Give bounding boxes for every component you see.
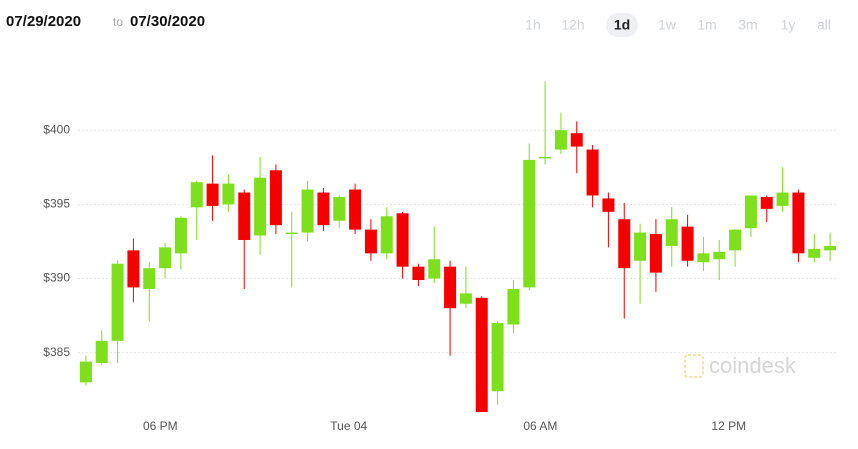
candle-body <box>729 229 742 251</box>
candle-body <box>808 248 821 258</box>
candle-body <box>111 263 124 341</box>
range-button[interactable]: 1y <box>781 17 796 33</box>
candle-body <box>222 183 235 205</box>
range-button[interactable]: 1m <box>697 17 716 33</box>
candle-body <box>792 192 805 254</box>
candle-body <box>665 219 678 246</box>
watermark-text: coindesk <box>709 353 797 378</box>
range-button[interactable]: 3m <box>738 17 757 33</box>
candle-body <box>523 159 536 288</box>
candle-body <box>649 234 662 273</box>
candle-body <box>238 192 251 240</box>
candle-body <box>349 189 362 230</box>
candle-body <box>776 192 789 206</box>
candle-body <box>570 133 583 147</box>
candle-body <box>444 266 457 309</box>
candle-body <box>317 192 330 226</box>
candle-body <box>428 259 441 279</box>
y-tick-label: $395 <box>43 197 70 211</box>
x-tick-label: Tue 04 <box>330 419 367 433</box>
range-button[interactable]: all <box>817 17 831 33</box>
watermark: coindesk <box>684 353 797 378</box>
range-button[interactable]: 12h <box>561 17 584 33</box>
candle-body <box>475 297 488 412</box>
date-to: 07/30/2020 <box>130 13 205 30</box>
watermark-logo <box>684 354 704 378</box>
candle-body <box>206 183 219 206</box>
candle-body <box>554 130 567 150</box>
candle-body <box>159 247 172 269</box>
candle-body <box>760 196 773 209</box>
candle-body <box>697 253 710 263</box>
x-tick-label: 06 PM <box>143 419 178 433</box>
y-tick-label: $400 <box>43 122 70 136</box>
candle-body <box>301 189 314 233</box>
candle-body <box>127 250 140 288</box>
candle-body <box>412 266 425 281</box>
candle-body <box>713 251 726 260</box>
candle-body <box>190 182 203 208</box>
y-tick-label: $385 <box>43 345 70 359</box>
candle-body <box>634 232 647 261</box>
candle-body <box>333 196 346 221</box>
x-tick-label: 12 PM <box>711 419 746 433</box>
candle-body <box>744 195 757 229</box>
candle-body <box>79 361 92 383</box>
candle-body <box>396 213 409 267</box>
date-from: 07/29/2020 <box>6 13 81 30</box>
range-button[interactable]: 1d <box>614 17 630 33</box>
range-selected-bg <box>606 13 638 37</box>
candle-body <box>586 149 599 196</box>
range-button[interactable]: 1h <box>525 17 541 33</box>
candle-body <box>824 245 837 251</box>
range-button[interactable]: 1w <box>658 17 677 33</box>
candle-body <box>143 268 156 289</box>
candle-body <box>380 216 393 254</box>
date-separator: to <box>113 15 123 29</box>
candle-body <box>602 198 615 212</box>
range-selector: 1h 12h 1d 1w 1m 3m 1y all <box>525 13 831 37</box>
x-tick-label: 06 AM <box>523 419 557 433</box>
candle-body <box>254 177 267 236</box>
y-tick-label: $390 <box>43 271 70 285</box>
candle-body <box>174 217 187 254</box>
candle-body <box>507 288 520 325</box>
candle-body <box>269 170 282 226</box>
candle-body <box>491 323 504 392</box>
candle-body <box>285 232 298 235</box>
candle-body <box>364 229 377 254</box>
candle-body <box>618 219 631 269</box>
candle-body <box>459 293 472 304</box>
candle-body <box>681 226 694 261</box>
candle-body <box>95 340 108 364</box>
candle-body <box>539 156 552 159</box>
